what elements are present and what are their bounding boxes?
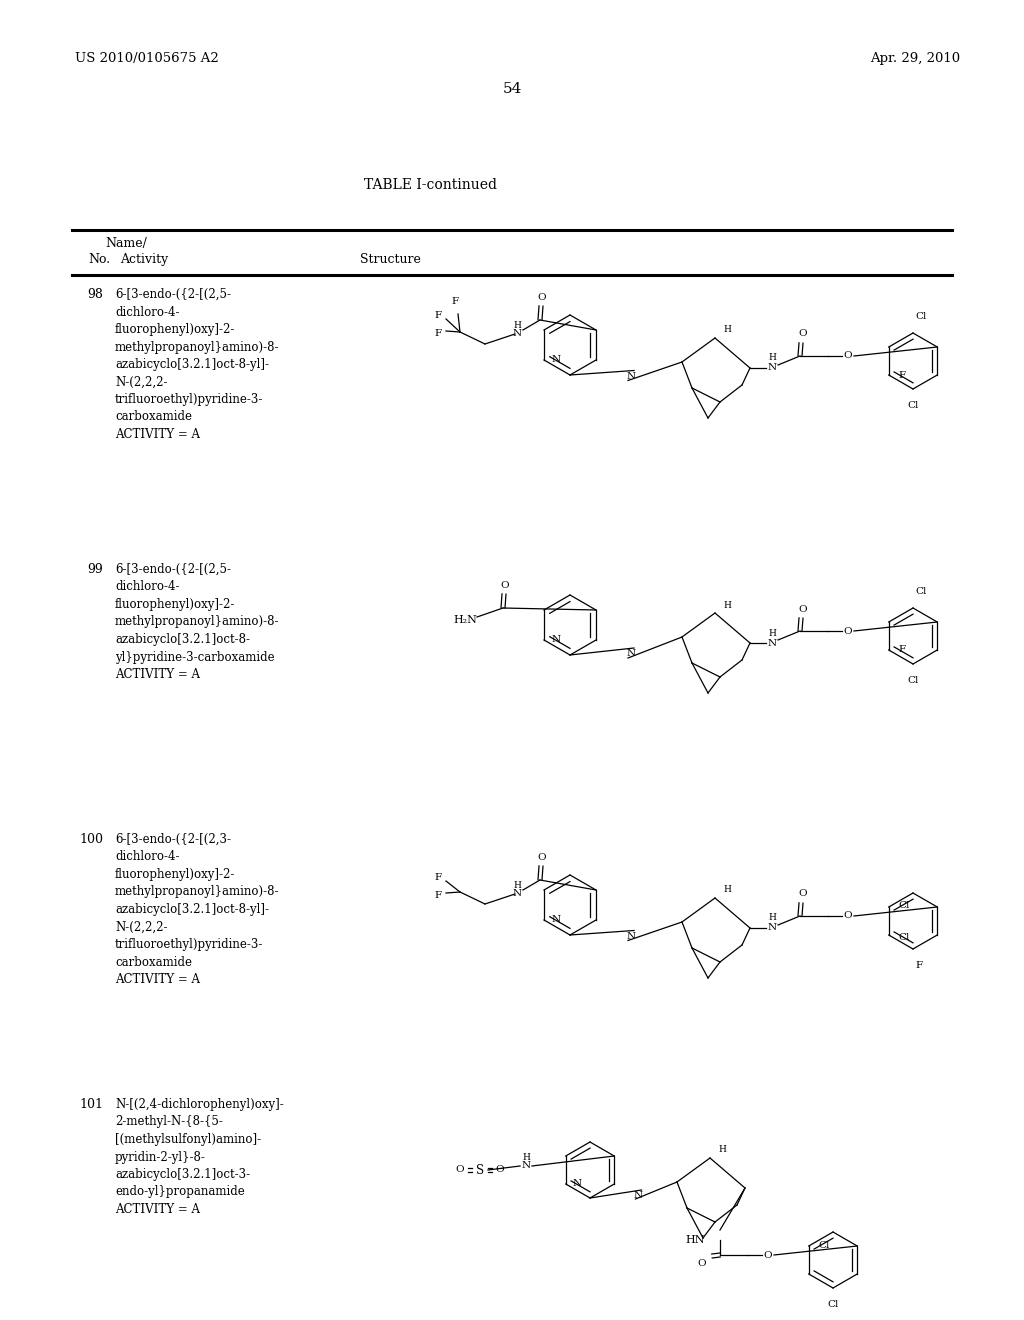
Text: F: F bbox=[434, 874, 441, 883]
Text: TABLE I-continued: TABLE I-continued bbox=[364, 178, 497, 191]
Text: Cl: Cl bbox=[907, 401, 919, 411]
Text: H: H bbox=[768, 354, 776, 363]
Text: N: N bbox=[512, 890, 521, 899]
Text: O: O bbox=[496, 1166, 504, 1175]
Text: O: O bbox=[844, 912, 852, 920]
Text: H₂N: H₂N bbox=[453, 615, 477, 624]
Text: No.: No. bbox=[88, 253, 111, 267]
Text: N: N bbox=[551, 916, 560, 924]
Text: O: O bbox=[501, 582, 509, 590]
Text: H: H bbox=[522, 1152, 530, 1162]
Text: N: N bbox=[767, 924, 776, 932]
Text: O: O bbox=[844, 627, 852, 635]
Text: H: H bbox=[723, 886, 731, 895]
Text: Name/: Name/ bbox=[105, 238, 146, 249]
Text: H: H bbox=[723, 601, 731, 610]
Text: 6-[3-endo-({2-[(2,5-
dichloro-4-
fluorophenyl)oxy]-2-
methylpropanoyl}amino)-8-
: 6-[3-endo-({2-[(2,5- dichloro-4- fluorop… bbox=[115, 288, 280, 441]
Text: O: O bbox=[538, 854, 547, 862]
Text: F: F bbox=[434, 312, 441, 321]
Text: 100: 100 bbox=[79, 833, 103, 846]
Text: F: F bbox=[434, 891, 441, 900]
Text: 54: 54 bbox=[503, 82, 521, 96]
Text: N: N bbox=[627, 372, 636, 381]
Text: N: N bbox=[627, 649, 636, 659]
Text: Cl: Cl bbox=[819, 1242, 830, 1250]
Text: 99: 99 bbox=[87, 564, 103, 576]
Text: US 2010/0105675 A2: US 2010/0105675 A2 bbox=[75, 51, 219, 65]
Text: F: F bbox=[434, 330, 441, 338]
Text: O: O bbox=[456, 1166, 464, 1175]
Text: N: N bbox=[634, 1191, 643, 1200]
Text: N: N bbox=[551, 355, 560, 364]
Text: Activity: Activity bbox=[120, 253, 168, 267]
Text: N: N bbox=[627, 932, 636, 941]
Text: N-[(2,4-dichlorophenyl)oxy]-
2-methyl-N-{8-{5-
[(methylsulfonyl)amino]-
pyridin-: N-[(2,4-dichlorophenyl)oxy]- 2-methyl-N-… bbox=[115, 1098, 284, 1216]
Text: N: N bbox=[512, 330, 521, 338]
Text: H: H bbox=[768, 628, 776, 638]
Text: O: O bbox=[799, 605, 807, 614]
Text: H: H bbox=[718, 1146, 726, 1155]
Text: F: F bbox=[452, 297, 459, 306]
Text: S: S bbox=[476, 1163, 484, 1176]
Text: N: N bbox=[767, 363, 776, 372]
Text: N: N bbox=[521, 1162, 530, 1171]
Text: HN: HN bbox=[685, 1236, 705, 1245]
Text: F: F bbox=[899, 645, 906, 655]
Text: O: O bbox=[538, 293, 547, 302]
Text: O: O bbox=[764, 1250, 772, 1259]
Text: O: O bbox=[799, 330, 807, 338]
Text: Cl: Cl bbox=[899, 900, 910, 909]
Text: H: H bbox=[513, 321, 521, 330]
Text: O: O bbox=[799, 890, 807, 899]
Text: N: N bbox=[572, 1180, 582, 1188]
Text: 6-[3-endo-({2-[(2,5-
dichloro-4-
fluorophenyl)oxy]-2-
methylpropanoyl}amino)-8-
: 6-[3-endo-({2-[(2,5- dichloro-4- fluorop… bbox=[115, 564, 280, 681]
Text: H: H bbox=[723, 326, 731, 334]
Text: Cl: Cl bbox=[827, 1300, 839, 1309]
Text: F: F bbox=[915, 961, 923, 970]
Text: 98: 98 bbox=[87, 288, 103, 301]
Text: F: F bbox=[899, 371, 906, 380]
Text: Cl: Cl bbox=[915, 312, 927, 321]
Text: O: O bbox=[697, 1259, 707, 1269]
Text: 101: 101 bbox=[79, 1098, 103, 1111]
Text: Structure: Structure bbox=[360, 253, 421, 267]
Text: Cl: Cl bbox=[907, 676, 919, 685]
Text: Apr. 29, 2010: Apr. 29, 2010 bbox=[870, 51, 961, 65]
Text: Cl: Cl bbox=[899, 932, 910, 941]
Text: Cl: Cl bbox=[915, 587, 927, 597]
Text: H: H bbox=[768, 913, 776, 923]
Text: N: N bbox=[767, 639, 776, 648]
Text: N: N bbox=[551, 635, 560, 644]
Text: O: O bbox=[844, 351, 852, 360]
Text: 6-[3-endo-({2-[(2,3-
dichloro-4-
fluorophenyl)oxy]-2-
methylpropanoyl}amino)-8-
: 6-[3-endo-({2-[(2,3- dichloro-4- fluorop… bbox=[115, 833, 280, 986]
Text: H: H bbox=[513, 880, 521, 890]
